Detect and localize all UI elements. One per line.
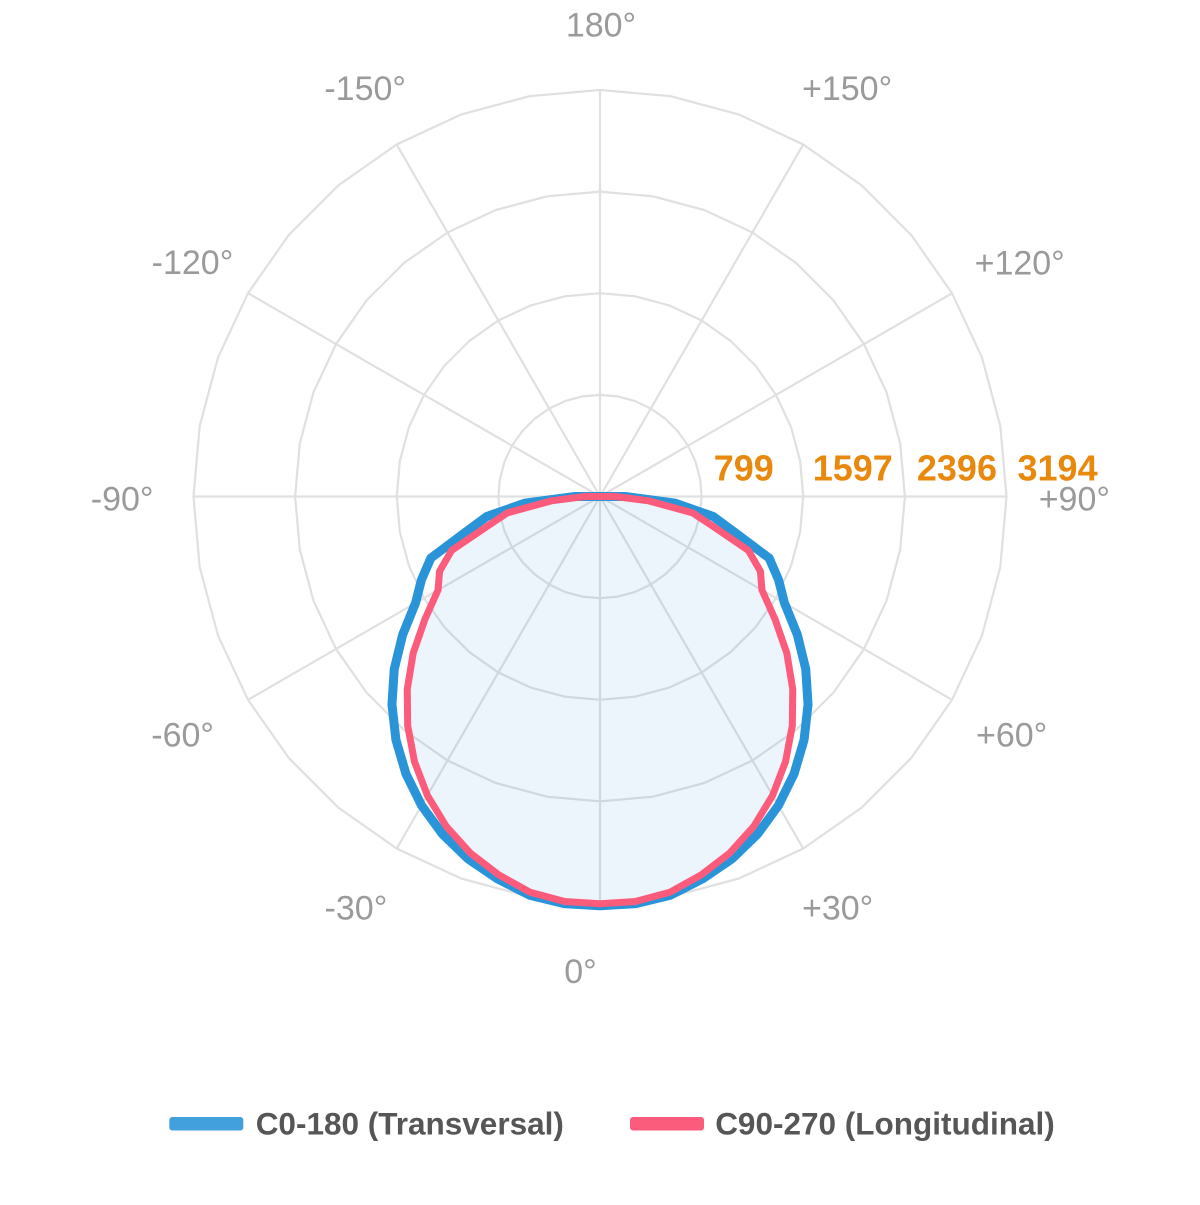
svg-text:C0-180 (Transversal): C0-180 (Transversal) bbox=[256, 1105, 564, 1141]
svg-text:+120°: +120° bbox=[975, 245, 1065, 283]
svg-text:1597: 1597 bbox=[813, 448, 893, 489]
svg-text:0°: 0° bbox=[564, 953, 597, 991]
svg-text:+60°: +60° bbox=[976, 717, 1047, 755]
svg-text:2396: 2396 bbox=[917, 448, 997, 489]
svg-text:+150°: +150° bbox=[802, 70, 892, 108]
svg-text:3194: 3194 bbox=[1018, 448, 1098, 489]
svg-text:-120°: -120° bbox=[152, 244, 234, 282]
svg-text:+30°: +30° bbox=[802, 889, 873, 927]
svg-text:180°: 180° bbox=[566, 7, 636, 45]
svg-text:+90°: +90° bbox=[1039, 481, 1110, 519]
svg-text:-60°: -60° bbox=[151, 717, 214, 755]
svg-text:C90-270 (Longitudinal): C90-270 (Longitudinal) bbox=[715, 1105, 1055, 1141]
svg-text:799: 799 bbox=[714, 448, 774, 489]
svg-text:-30°: -30° bbox=[325, 889, 388, 927]
svg-text:-90°: -90° bbox=[91, 481, 154, 519]
svg-text:-150°: -150° bbox=[324, 70, 406, 108]
